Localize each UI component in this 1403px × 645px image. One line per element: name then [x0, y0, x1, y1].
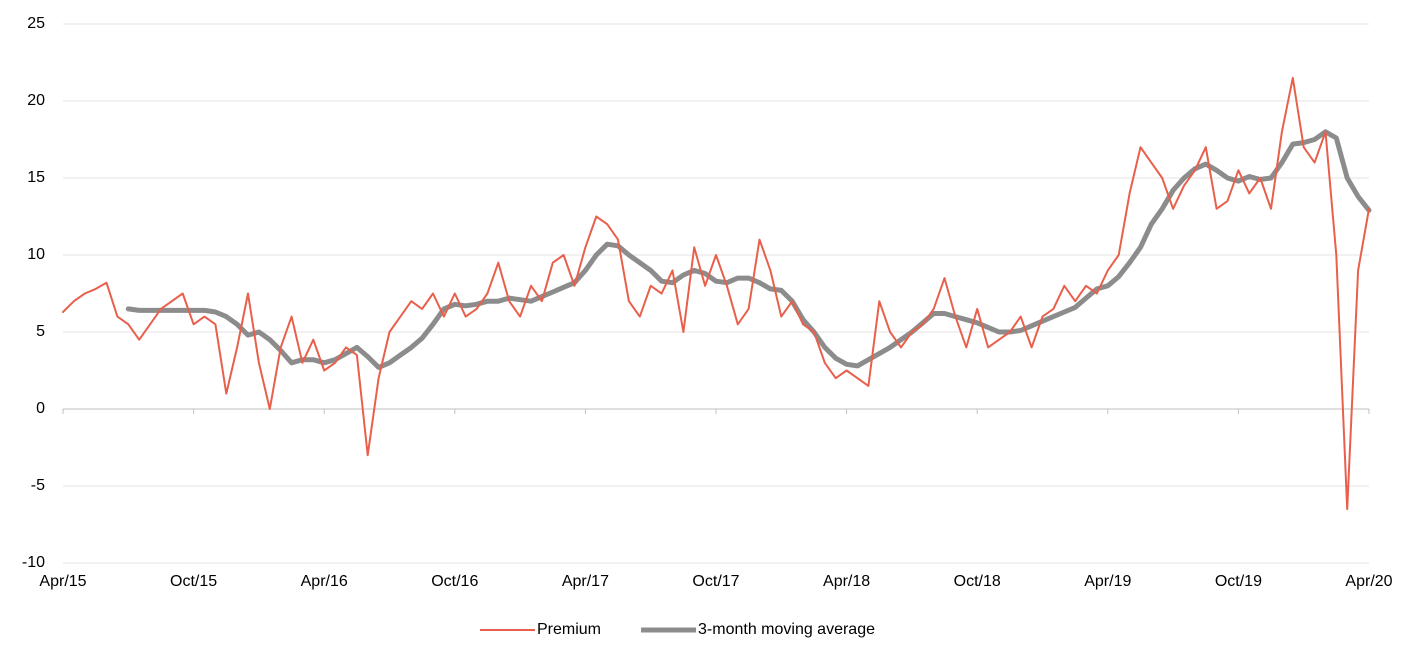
x-tick-label: Apr/20	[1345, 573, 1392, 590]
y-tick-label: -5	[31, 477, 45, 494]
x-tick-label: Apr/16	[301, 573, 348, 590]
x-tick-label: Apr/18	[823, 573, 870, 590]
x-tick-label: Oct/15	[170, 573, 217, 590]
x-tick-label: Oct/18	[954, 573, 1001, 590]
y-tick-label: 5	[36, 323, 45, 340]
x-tick-label: Apr/17	[562, 573, 609, 590]
x-tick-label: Apr/19	[1084, 573, 1131, 590]
y-tick-label: 0	[36, 400, 45, 417]
y-tick-label: 10	[27, 246, 45, 263]
x-tick-label: Oct/16	[431, 573, 478, 590]
y-tick-label: 15	[27, 169, 45, 186]
y-tick-label: -10	[22, 554, 45, 571]
x-tick-label: Apr/15	[39, 573, 86, 590]
series-line	[125, 129, 1372, 370]
x-tick-label: Oct/19	[1215, 573, 1262, 590]
legend-label: Premium	[537, 621, 601, 638]
y-tick-label: 25	[27, 15, 45, 32]
legend-label: 3-month moving average	[698, 621, 875, 638]
x-tick-label: Oct/17	[692, 573, 739, 590]
series-line	[62, 76, 1370, 511]
y-tick-label: 20	[27, 92, 45, 109]
